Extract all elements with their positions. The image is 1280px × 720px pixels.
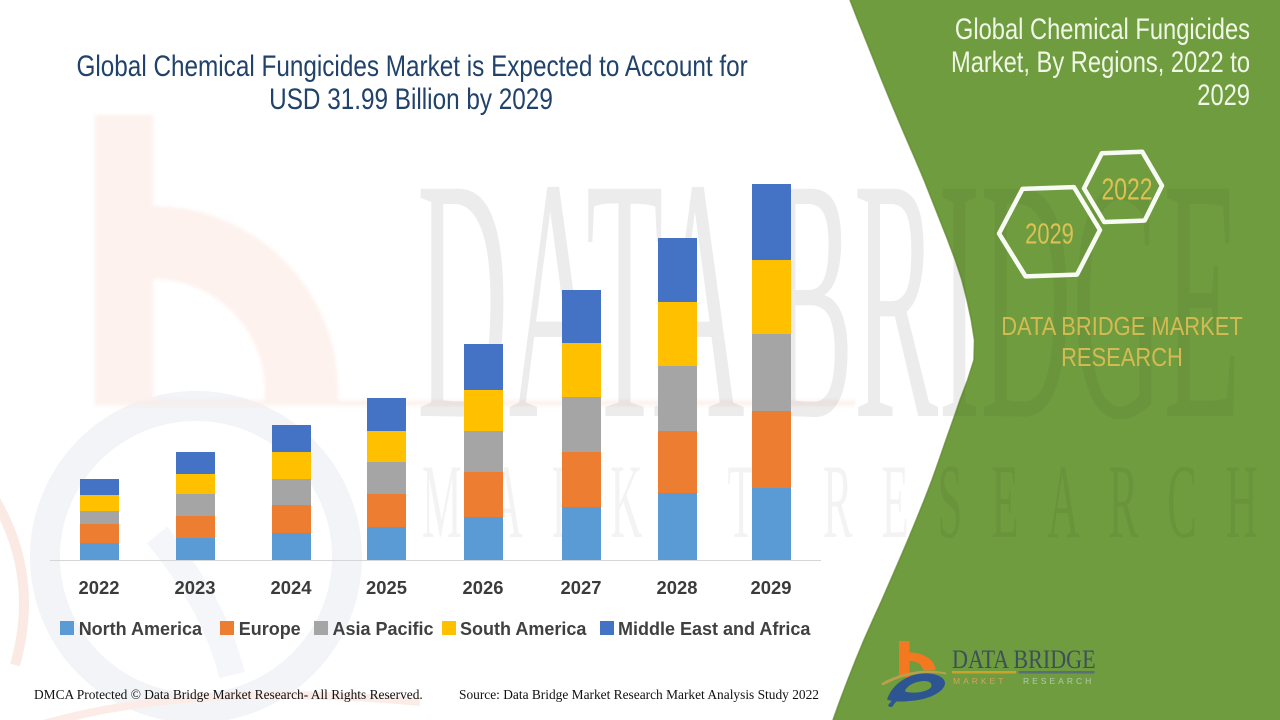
svg-text:MARKET: MARKET [953, 676, 1006, 686]
svg-text:RESEARCH: RESEARCH [1023, 676, 1094, 686]
svg-text:DATA BRIDGE: DATA BRIDGE [952, 646, 1096, 674]
